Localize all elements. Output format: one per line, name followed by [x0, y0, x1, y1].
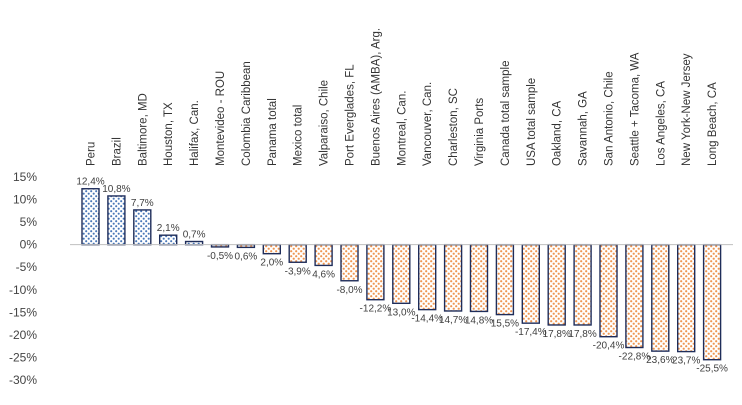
data-label: -12,2% — [360, 304, 392, 315]
y-tick-label: 10% — [13, 193, 37, 207]
data-label: -25,5% — [696, 364, 728, 375]
bar — [651, 243, 670, 352]
y-tick-label: -20% — [9, 328, 37, 342]
data-label: -20,4% — [593, 341, 625, 352]
bar — [314, 243, 333, 267]
category-label: Savannah, GA — [578, 91, 590, 166]
bar — [469, 243, 489, 313]
category-label: Valparaiso, Chile — [319, 80, 331, 166]
y-tick-label: -25% — [9, 350, 37, 364]
category-label: Baltimore, MD — [137, 93, 149, 166]
data-label: 13,0% — [387, 307, 415, 318]
data-label: 12,4% — [76, 177, 104, 188]
y-tick-label: 5% — [20, 215, 38, 229]
category-label: Virginia Ports — [474, 98, 486, 166]
data-label: -17,4% — [515, 327, 547, 338]
bar — [702, 243, 722, 361]
y-tick-label: 15% — [13, 170, 37, 184]
data-label: 23,6% — [646, 355, 674, 366]
category-label: Colombia Caribbean — [241, 61, 253, 166]
bar — [495, 243, 515, 316]
data-label: 4,6% — [312, 269, 335, 280]
category-label: New York-New Jersey — [681, 53, 693, 166]
bar — [366, 243, 385, 301]
category-label: Houston, TX — [163, 102, 175, 166]
category-label: Mexico total — [293, 105, 305, 166]
data-label: 17,8% — [543, 329, 571, 340]
data-label: 0,6% — [235, 251, 258, 262]
bar — [418, 243, 437, 311]
data-label: -8,0% — [336, 285, 362, 296]
bar — [573, 243, 592, 326]
bar — [107, 195, 126, 246]
data-label: -3,9% — [285, 266, 311, 277]
bar — [262, 243, 281, 255]
category-label: Los Angeles, CA — [655, 81, 667, 166]
bar — [133, 209, 152, 246]
category-label: USA total sample — [526, 78, 538, 166]
category-label: Brazil — [111, 137, 123, 166]
y-tick-label: -30% — [9, 373, 37, 387]
bar — [677, 243, 696, 353]
y-tick-label: -10% — [9, 283, 37, 297]
bar — [599, 243, 618, 338]
bar — [547, 243, 566, 326]
category-labels: Peru Brazil Baltimore, MD Houston, TX Halifa… — [86, 28, 720, 166]
bar — [340, 243, 359, 282]
bars — [81, 188, 722, 361]
data-label: 15,5% — [491, 319, 519, 330]
category-label: Peru — [86, 142, 98, 166]
bar — [81, 188, 100, 246]
bar — [625, 243, 644, 349]
data-label: -22,8% — [619, 352, 651, 363]
y-tick-label: -15% — [9, 305, 37, 319]
data-label: 2,1% — [157, 223, 180, 234]
category-label: Canada total sample — [500, 61, 512, 166]
category-label: Seattle + Tacoma, WA — [629, 52, 641, 166]
data-label: 23,7% — [672, 356, 700, 367]
category-label: San Antonio, Chile — [604, 71, 616, 166]
data-label: 0,7% — [183, 230, 206, 241]
category-label: Vancouver, Can. — [422, 82, 434, 166]
y-tick-label: 0% — [20, 238, 38, 252]
data-label: 14,8% — [465, 315, 493, 326]
data-label: 2,0% — [260, 258, 283, 269]
category-label: Panama total — [267, 98, 279, 166]
category-label: Oakland, CA — [552, 100, 564, 166]
category-label: Montevideo - ROU — [215, 71, 227, 166]
data-label: 7,7% — [131, 198, 154, 209]
category-label: Port Everglades, FL — [345, 64, 357, 166]
data-label: -0,5% — [207, 251, 233, 262]
y-axis: 15% 10% 5% 0% -5% -10% -15% -20% -25% -30% — [9, 170, 37, 387]
data-label: 10,8% — [102, 184, 130, 195]
bar — [443, 243, 463, 312]
bar — [521, 243, 540, 324]
data-label: 14,7% — [439, 315, 467, 326]
bar — [392, 243, 411, 305]
data-label: 17,8% — [568, 329, 596, 340]
category-label: Buenos Aires (AMBA), Arg. — [370, 28, 382, 166]
data-label: -14,4% — [411, 314, 443, 325]
data-labels: 12,4%10,8%7,7% 2,1%0,7%-0,5% 0,6%2,0%-3,9%… — [76, 177, 728, 375]
bar — [288, 243, 307, 263]
category-label: Montreal, Can. — [396, 91, 408, 166]
category-label: Halifax, Can. — [189, 100, 201, 166]
category-label: Charleston, SC — [448, 88, 460, 166]
category-label: Long Beach, CA — [707, 82, 719, 166]
y-tick-label: -5% — [16, 260, 38, 274]
bar — [158, 234, 178, 246]
